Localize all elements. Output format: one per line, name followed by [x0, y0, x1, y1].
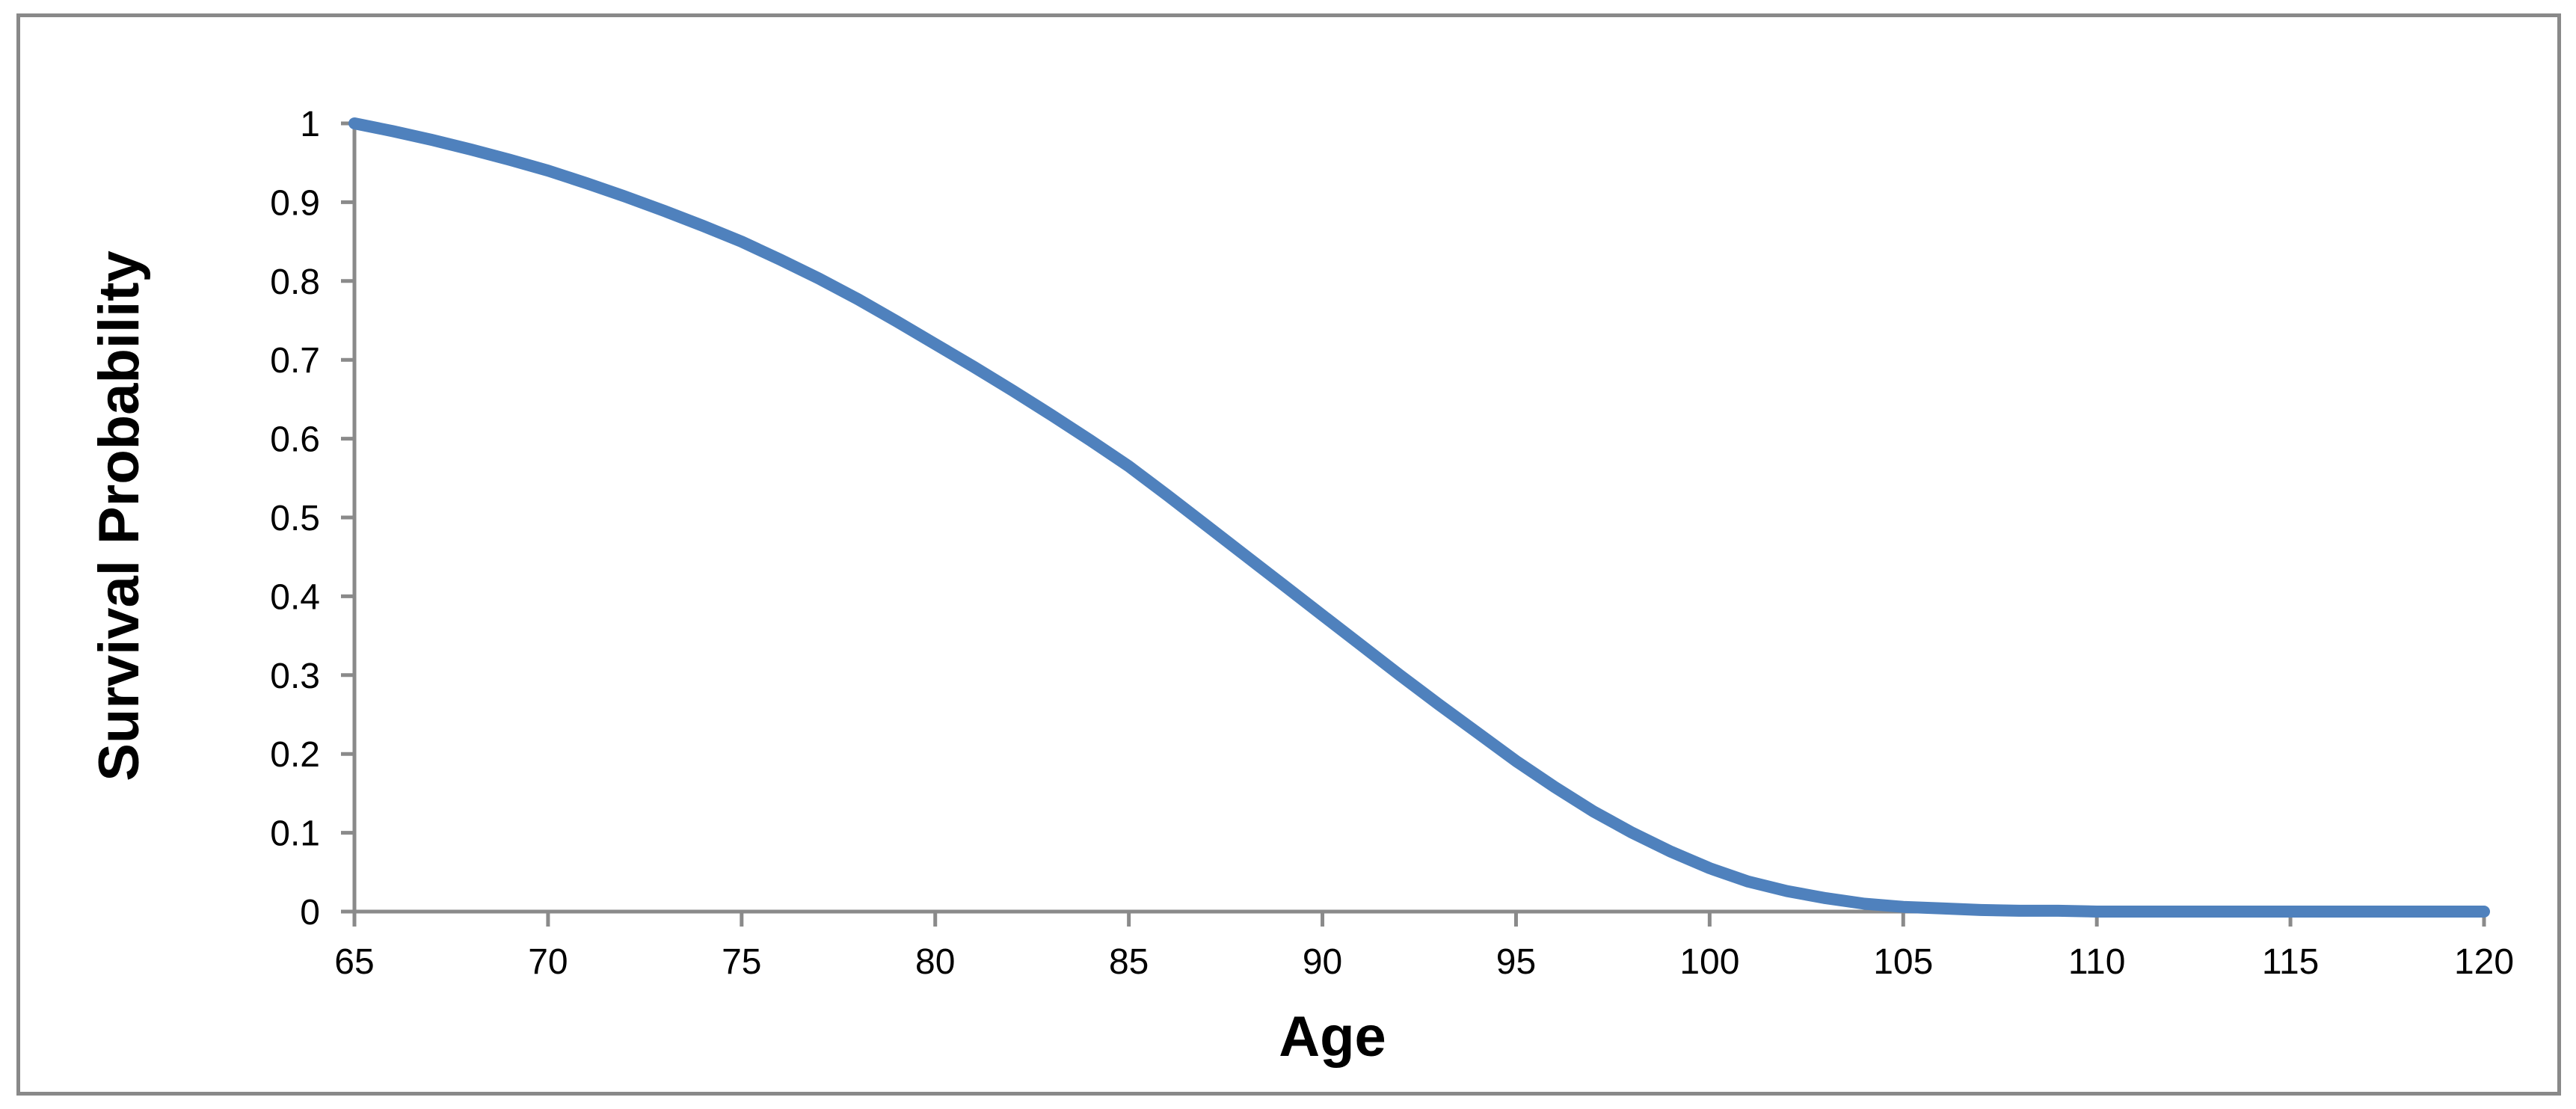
x-tick-label: 85 — [1109, 942, 1149, 982]
x-tick-label: 105 — [1873, 942, 1933, 982]
x-tick-label: 90 — [1303, 942, 1342, 982]
y-tick-label: 0.2 — [270, 735, 320, 775]
y-axis-title: Survival Probability — [87, 251, 151, 781]
y-tick-label: 0.3 — [270, 657, 320, 696]
x-axis-tick-labels: 65 70 75 80 85 90 95 100 105 110 115 120 — [334, 942, 2514, 982]
x-tick-label: 110 — [2068, 942, 2126, 982]
x-tick-label: 95 — [1496, 942, 1536, 982]
x-tick-label: 75 — [722, 942, 761, 982]
x-axis-title: Age — [1279, 1005, 1386, 1069]
x-tick-label: 70 — [528, 942, 568, 982]
survival-curve — [348, 117, 2490, 918]
y-tick-label: 0.6 — [270, 420, 320, 460]
x-tick-label: 115 — [2262, 942, 2320, 982]
y-axis-tick-labels: 0 0.1 0.2 0.3 0.4 0.5 0.6 0.7 0.8 0.9 1 — [270, 105, 320, 933]
x-tick-label: 120 — [2454, 942, 2514, 982]
y-tick-label: 0.7 — [270, 341, 320, 381]
y-tick-label: 0.8 — [270, 262, 320, 302]
x-axis-ticks — [352, 912, 2486, 927]
y-tick-label: 1 — [300, 105, 320, 144]
y-tick-label: 0.5 — [270, 499, 320, 538]
y-tick-label: 0 — [300, 893, 320, 933]
y-tick-label: 0.9 — [270, 183, 320, 223]
x-tick-label: 65 — [334, 942, 374, 982]
y-tick-label: 0.1 — [270, 814, 320, 854]
x-tick-label: 100 — [1679, 942, 1739, 982]
y-tick-label: 0.4 — [270, 577, 320, 617]
chart-border — [16, 13, 2561, 1096]
y-axis-ticks — [341, 121, 354, 914]
x-tick-label: 80 — [915, 942, 955, 982]
